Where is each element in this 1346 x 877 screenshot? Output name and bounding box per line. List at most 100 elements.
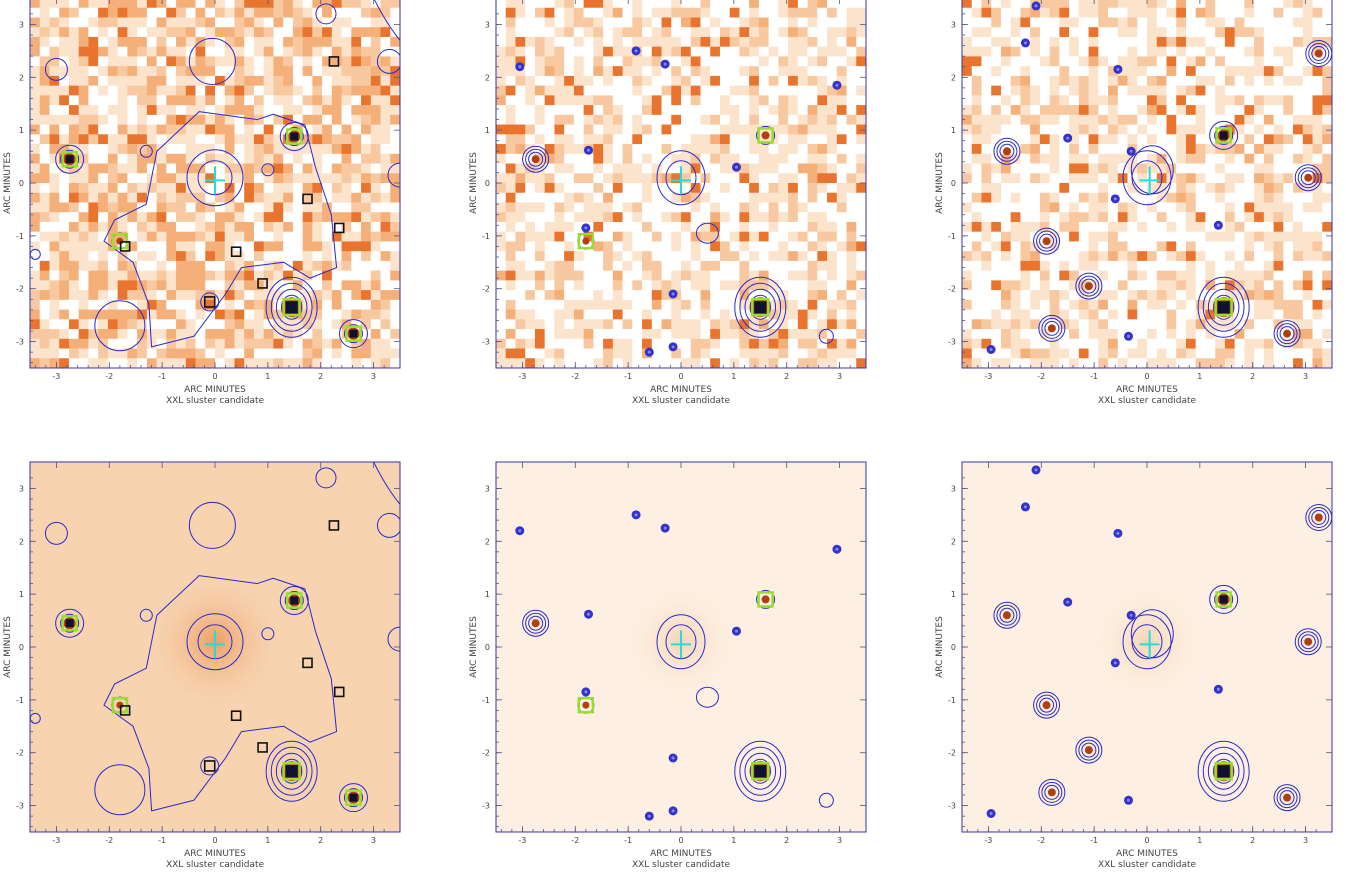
x-tick-label: 0 [1144, 372, 1149, 381]
x-axis-label: ARC MINUTES [1116, 849, 1178, 859]
x-tick-label: 3 [837, 836, 842, 845]
y-tick-label: -1 [16, 696, 24, 705]
x-axis-label: ARC MINUTES [650, 385, 712, 395]
y-tick-label: 1 [19, 126, 24, 135]
panel-top-right: -3 -2 -1 0 1 2 3 -3 -2 -1 0 1 2 3 ARC MINUTES XXL slust… [935, 0, 1333, 410]
x-tick-label: -3 [52, 372, 60, 381]
x-axis-label: ARC MINUTES [1116, 385, 1178, 395]
x-tick-label: 2 [1250, 372, 1255, 381]
x-tick-label: 2 [318, 372, 323, 381]
y-axis-label: ARC MINUTES [935, 616, 945, 678]
panel-caption: XXL sluster candidate [1098, 860, 1197, 870]
y-tick-label: 2 [19, 73, 24, 82]
x-tick-label: -3 [984, 372, 992, 381]
y-tick-label: 2 [485, 537, 490, 546]
x-tick-label: 1 [1197, 836, 1202, 845]
x-tick-label: -2 [105, 372, 113, 381]
x-tick-label: 3 [371, 836, 376, 845]
y-tick-label: 3 [485, 484, 490, 493]
y-tick-label: -1 [482, 232, 490, 241]
x-tick-label: -3 [52, 836, 60, 845]
x-tick-label: -1 [624, 372, 632, 381]
x-tick-label: -1 [1090, 372, 1098, 381]
x-tick-label: 1 [1197, 372, 1202, 381]
panel-caption: XXL sluster candidate [166, 396, 265, 406]
y-tick-label: 0 [951, 179, 956, 188]
y-axis-label: ARC MINUTES [3, 616, 13, 678]
y-tick-label: 3 [951, 20, 956, 29]
x-tick-label: 0 [678, 372, 683, 381]
y-tick-label: 3 [19, 20, 24, 29]
panel-top-left: -3 -2 -1 0 1 2 3 -3 -2 -1 0 1 2 3 ARC MINUTES XXL slust… [3, 0, 401, 410]
panel-caption: XXL sluster candidate [166, 860, 265, 870]
y-tick-label: 0 [485, 179, 490, 188]
panel-caption: XXL sluster candidate [1098, 396, 1197, 406]
y-tick-label: 3 [485, 20, 490, 29]
x-tick-label: 0 [1144, 836, 1149, 845]
panel-bottom-middle: -3 -2 -1 0 1 2 3 -3 -2 -1 0 1 2 3 ARC MINUTES XXL slust… [469, 461, 867, 874]
x-axis-label: ARC MINUTES [184, 849, 246, 859]
y-tick-label: 1 [485, 590, 490, 599]
x-tick-label: -1 [158, 372, 166, 381]
y-tick-label: 2 [951, 73, 956, 82]
x-tick-label: -2 [1037, 836, 1045, 845]
y-tick-label: 0 [951, 643, 956, 652]
panel-caption: XXL sluster candidate [632, 396, 731, 406]
y-tick-label: 3 [951, 484, 956, 493]
y-axis-label: ARC MINUTES [469, 152, 479, 214]
x-tick-label: 3 [837, 372, 842, 381]
y-tick-label: -2 [16, 749, 24, 758]
x-tick-label: -1 [624, 836, 632, 845]
y-tick-label: -3 [482, 338, 490, 347]
y-axis-label: ARC MINUTES [3, 152, 13, 214]
x-tick-label: -3 [518, 372, 526, 381]
y-tick-label: -3 [948, 802, 956, 811]
y-tick-label: -2 [16, 285, 24, 294]
x-tick-label: -2 [571, 836, 579, 845]
y-tick-label: -3 [948, 338, 956, 347]
y-axis-label: ARC MINUTES [935, 152, 945, 214]
y-tick-label: 1 [951, 590, 956, 599]
y-tick-label: -2 [482, 749, 490, 758]
y-tick-label: 0 [19, 179, 24, 188]
x-tick-label: -2 [1037, 372, 1045, 381]
y-tick-label: 2 [951, 537, 956, 546]
x-axis-label: ARC MINUTES [650, 849, 712, 859]
y-tick-label: -1 [948, 696, 956, 705]
y-tick-label: -3 [482, 802, 490, 811]
y-tick-label: -3 [16, 338, 24, 347]
x-tick-label: 1 [265, 372, 270, 381]
x-tick-label: -2 [105, 836, 113, 845]
x-tick-label: -1 [1090, 836, 1098, 845]
panel-caption: XXL sluster candidate [632, 860, 731, 870]
x-tick-label: 2 [1250, 836, 1255, 845]
x-tick-label: 0 [678, 836, 683, 845]
y-tick-label: 2 [19, 537, 24, 546]
x-tick-label: 2 [318, 836, 323, 845]
y-tick-label: 2 [485, 73, 490, 82]
panel-bottom-left: -3 -2 -1 0 1 2 3 -3 -2 -1 0 1 2 3 ARC MINUTES XXL slust… [3, 461, 401, 874]
x-tick-label: 0 [212, 372, 217, 381]
x-axis-label: ARC MINUTES [184, 385, 246, 395]
y-tick-label: -1 [948, 232, 956, 241]
x-tick-label: -3 [518, 836, 526, 845]
y-tick-label: -2 [948, 749, 956, 758]
x-tick-label: -3 [984, 836, 992, 845]
y-tick-label: 3 [19, 484, 24, 493]
x-tick-label: 2 [784, 836, 789, 845]
y-tick-label: -1 [482, 696, 490, 705]
x-tick-label: -2 [571, 372, 579, 381]
x-tick-label: 1 [731, 836, 736, 845]
x-tick-label: -1 [158, 836, 166, 845]
y-axis-label: ARC MINUTES [469, 616, 479, 678]
y-tick-label: 1 [951, 126, 956, 135]
panel-bottom-right: -3 -2 -1 0 1 2 3 -3 -2 -1 0 1 2 3 ARC MINUTES XXL slust… [935, 461, 1333, 874]
y-tick-label: -3 [16, 802, 24, 811]
y-tick-label: -1 [16, 232, 24, 241]
x-tick-label: 1 [265, 836, 270, 845]
